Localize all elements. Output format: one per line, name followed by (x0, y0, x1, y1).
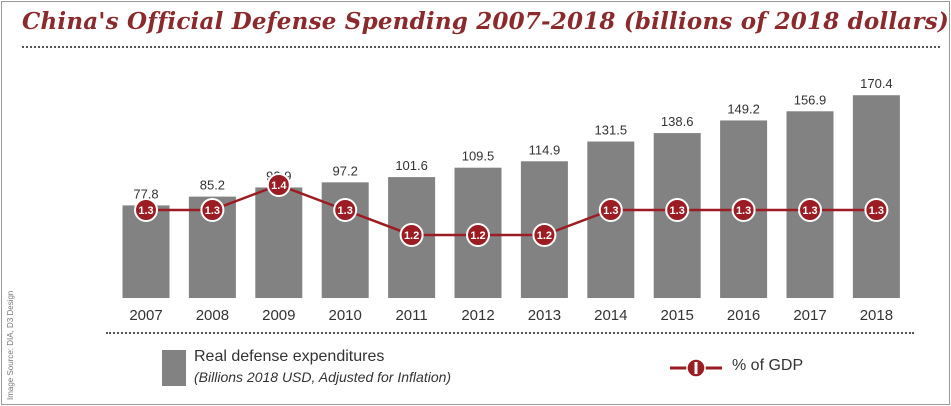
bar-2018 (852, 95, 900, 298)
gdp-point-2014 (598, 198, 623, 222)
bar-2009 (255, 187, 303, 298)
x-tick-label: 2010 (329, 307, 362, 324)
bar-value-label: 109.5 (462, 149, 495, 164)
legend-bar-swatch (162, 350, 186, 386)
bar-value-label: 156.9 (794, 92, 827, 107)
title-divider (22, 46, 940, 48)
x-tick-label: 2015 (661, 307, 694, 324)
legend-line-icon (670, 358, 722, 378)
x-tick-label: 2017 (793, 307, 826, 324)
x-tick-label: 2018 (860, 307, 893, 324)
x-tick-label: 2008 (196, 307, 229, 324)
gdp-value-label: 1.2 (404, 230, 419, 242)
x-tick-label: 2013 (528, 307, 561, 324)
bar-value-label: 131.5 (595, 123, 628, 138)
source-credit: Image Source: DIA, D3 Design (6, 290, 15, 400)
chart-title: China's Official Defense Spending 2007-2… (22, 8, 949, 35)
legend-line-label: % of GDP (732, 357, 804, 374)
gdp-value-label: 1.3 (802, 205, 817, 217)
gdp-point-2010 (333, 198, 358, 222)
gdp-value-label: 1.3 (670, 205, 685, 217)
gdp-value-label: 1.3 (736, 205, 751, 217)
bar-value-label: 170.4 (860, 76, 893, 91)
gdp-point-2017 (798, 198, 822, 222)
legend-bars-sublabel: (Billions 2018 USD, Adjusted for Inflati… (194, 369, 452, 385)
gdp-value-label: 1.3 (603, 205, 618, 217)
gdp-value-label: 1.3 (338, 205, 353, 217)
bar-value-label: 138.6 (661, 114, 694, 129)
bar-value-label: 101.6 (395, 158, 428, 173)
x-tick-label: 2012 (461, 307, 494, 324)
gdp-value-label: 1.2 (470, 230, 485, 242)
legend-bars-label: Real defense expenditures (194, 348, 385, 365)
gdp-value-label: 1.4 (271, 180, 287, 192)
bar-value-label: 149.2 (727, 101, 760, 116)
gdp-point-2016 (731, 198, 756, 222)
x-tick-label: 2011 (395, 307, 427, 324)
chart-plot: 77.8200785.2200892.9200997.22010101.6201… (122, 76, 900, 324)
x-tick-label: 2007 (129, 307, 162, 324)
gdp-value-label: 1.2 (537, 230, 552, 242)
x-tick-label: 2016 (727, 307, 760, 324)
gdp-value-label: 1.3 (205, 205, 220, 217)
gdp-point-2007 (134, 198, 158, 222)
gdp-point-2008 (200, 198, 225, 222)
x-tick-label: 2009 (262, 307, 295, 324)
gdp-point-2009 (266, 173, 291, 197)
gdp-point-2013 (532, 223, 557, 247)
gdp-point-2011 (399, 223, 424, 247)
gdp-point-2015 (665, 198, 690, 222)
x-tick-label: 2014 (594, 307, 627, 324)
bar-value-label: 114.9 (529, 142, 561, 157)
legend-divider (106, 332, 914, 334)
gdp-point-2012 (466, 223, 490, 247)
bar-value-label: 97.2 (333, 163, 358, 178)
bar-value-label: 77.8 (133, 186, 158, 201)
gdp-point-2018 (864, 198, 889, 222)
gdp-value-label: 1.3 (869, 205, 884, 217)
gdp-value-label: 1.3 (138, 205, 153, 217)
bar-value-label: 85.2 (200, 178, 225, 193)
